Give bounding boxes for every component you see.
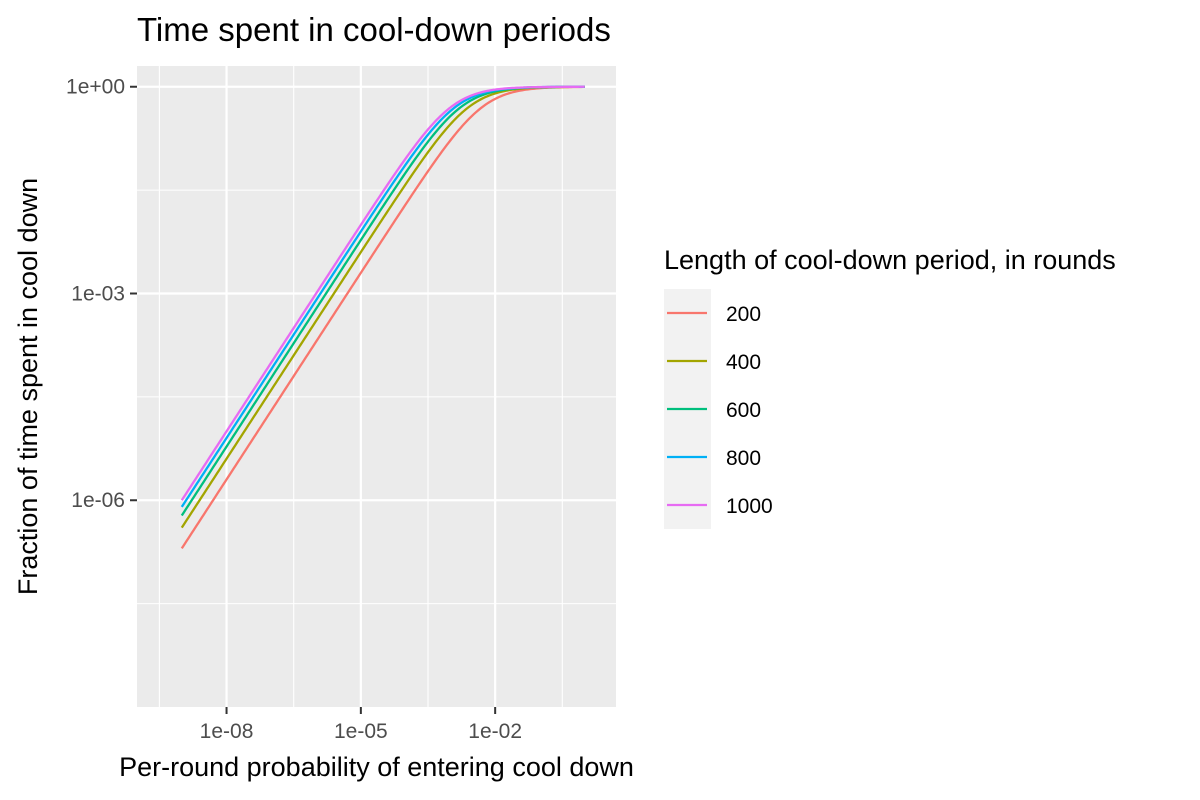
series-lines (180, 85, 585, 550)
series-line-200 (180, 85, 585, 550)
legend-label-200: 200 (726, 303, 761, 326)
legend-label-400: 400 (726, 351, 761, 374)
y-tick-label: 1e+00 (66, 76, 125, 99)
legend-label-800: 800 (726, 447, 761, 470)
x-tick-label: 1e-05 (334, 720, 388, 743)
legend: Length of cool-down period, in rounds 20… (664, 245, 1116, 529)
legend-label-1000: 1000 (726, 495, 773, 518)
x-tick-label: 1e-08 (200, 720, 254, 743)
y-axis-ticks: 1e-06 1e-03 1e+00 (66, 76, 137, 512)
legend-items: 200 400 600 800 1000 (667, 303, 773, 518)
y-tick-label: 1e-06 (71, 489, 125, 512)
chart-title: Time spent in cool-down periods (137, 11, 611, 48)
y-axis-title: Fraction of time spent in cool down (13, 178, 43, 595)
plot-panel (137, 66, 616, 707)
x-tick-label: 1e-02 (468, 720, 522, 743)
legend-title: Length of cool-down period, in rounds (664, 245, 1116, 275)
legend-label-600: 600 (726, 399, 761, 422)
y-tick-label: 1e-03 (71, 282, 125, 305)
series-line-1000 (180, 85, 585, 501)
x-axis-title: Per-round probability of entering cool d… (119, 752, 634, 782)
x-axis-ticks: 1e-08 1e-05 1e-02 (200, 707, 522, 743)
